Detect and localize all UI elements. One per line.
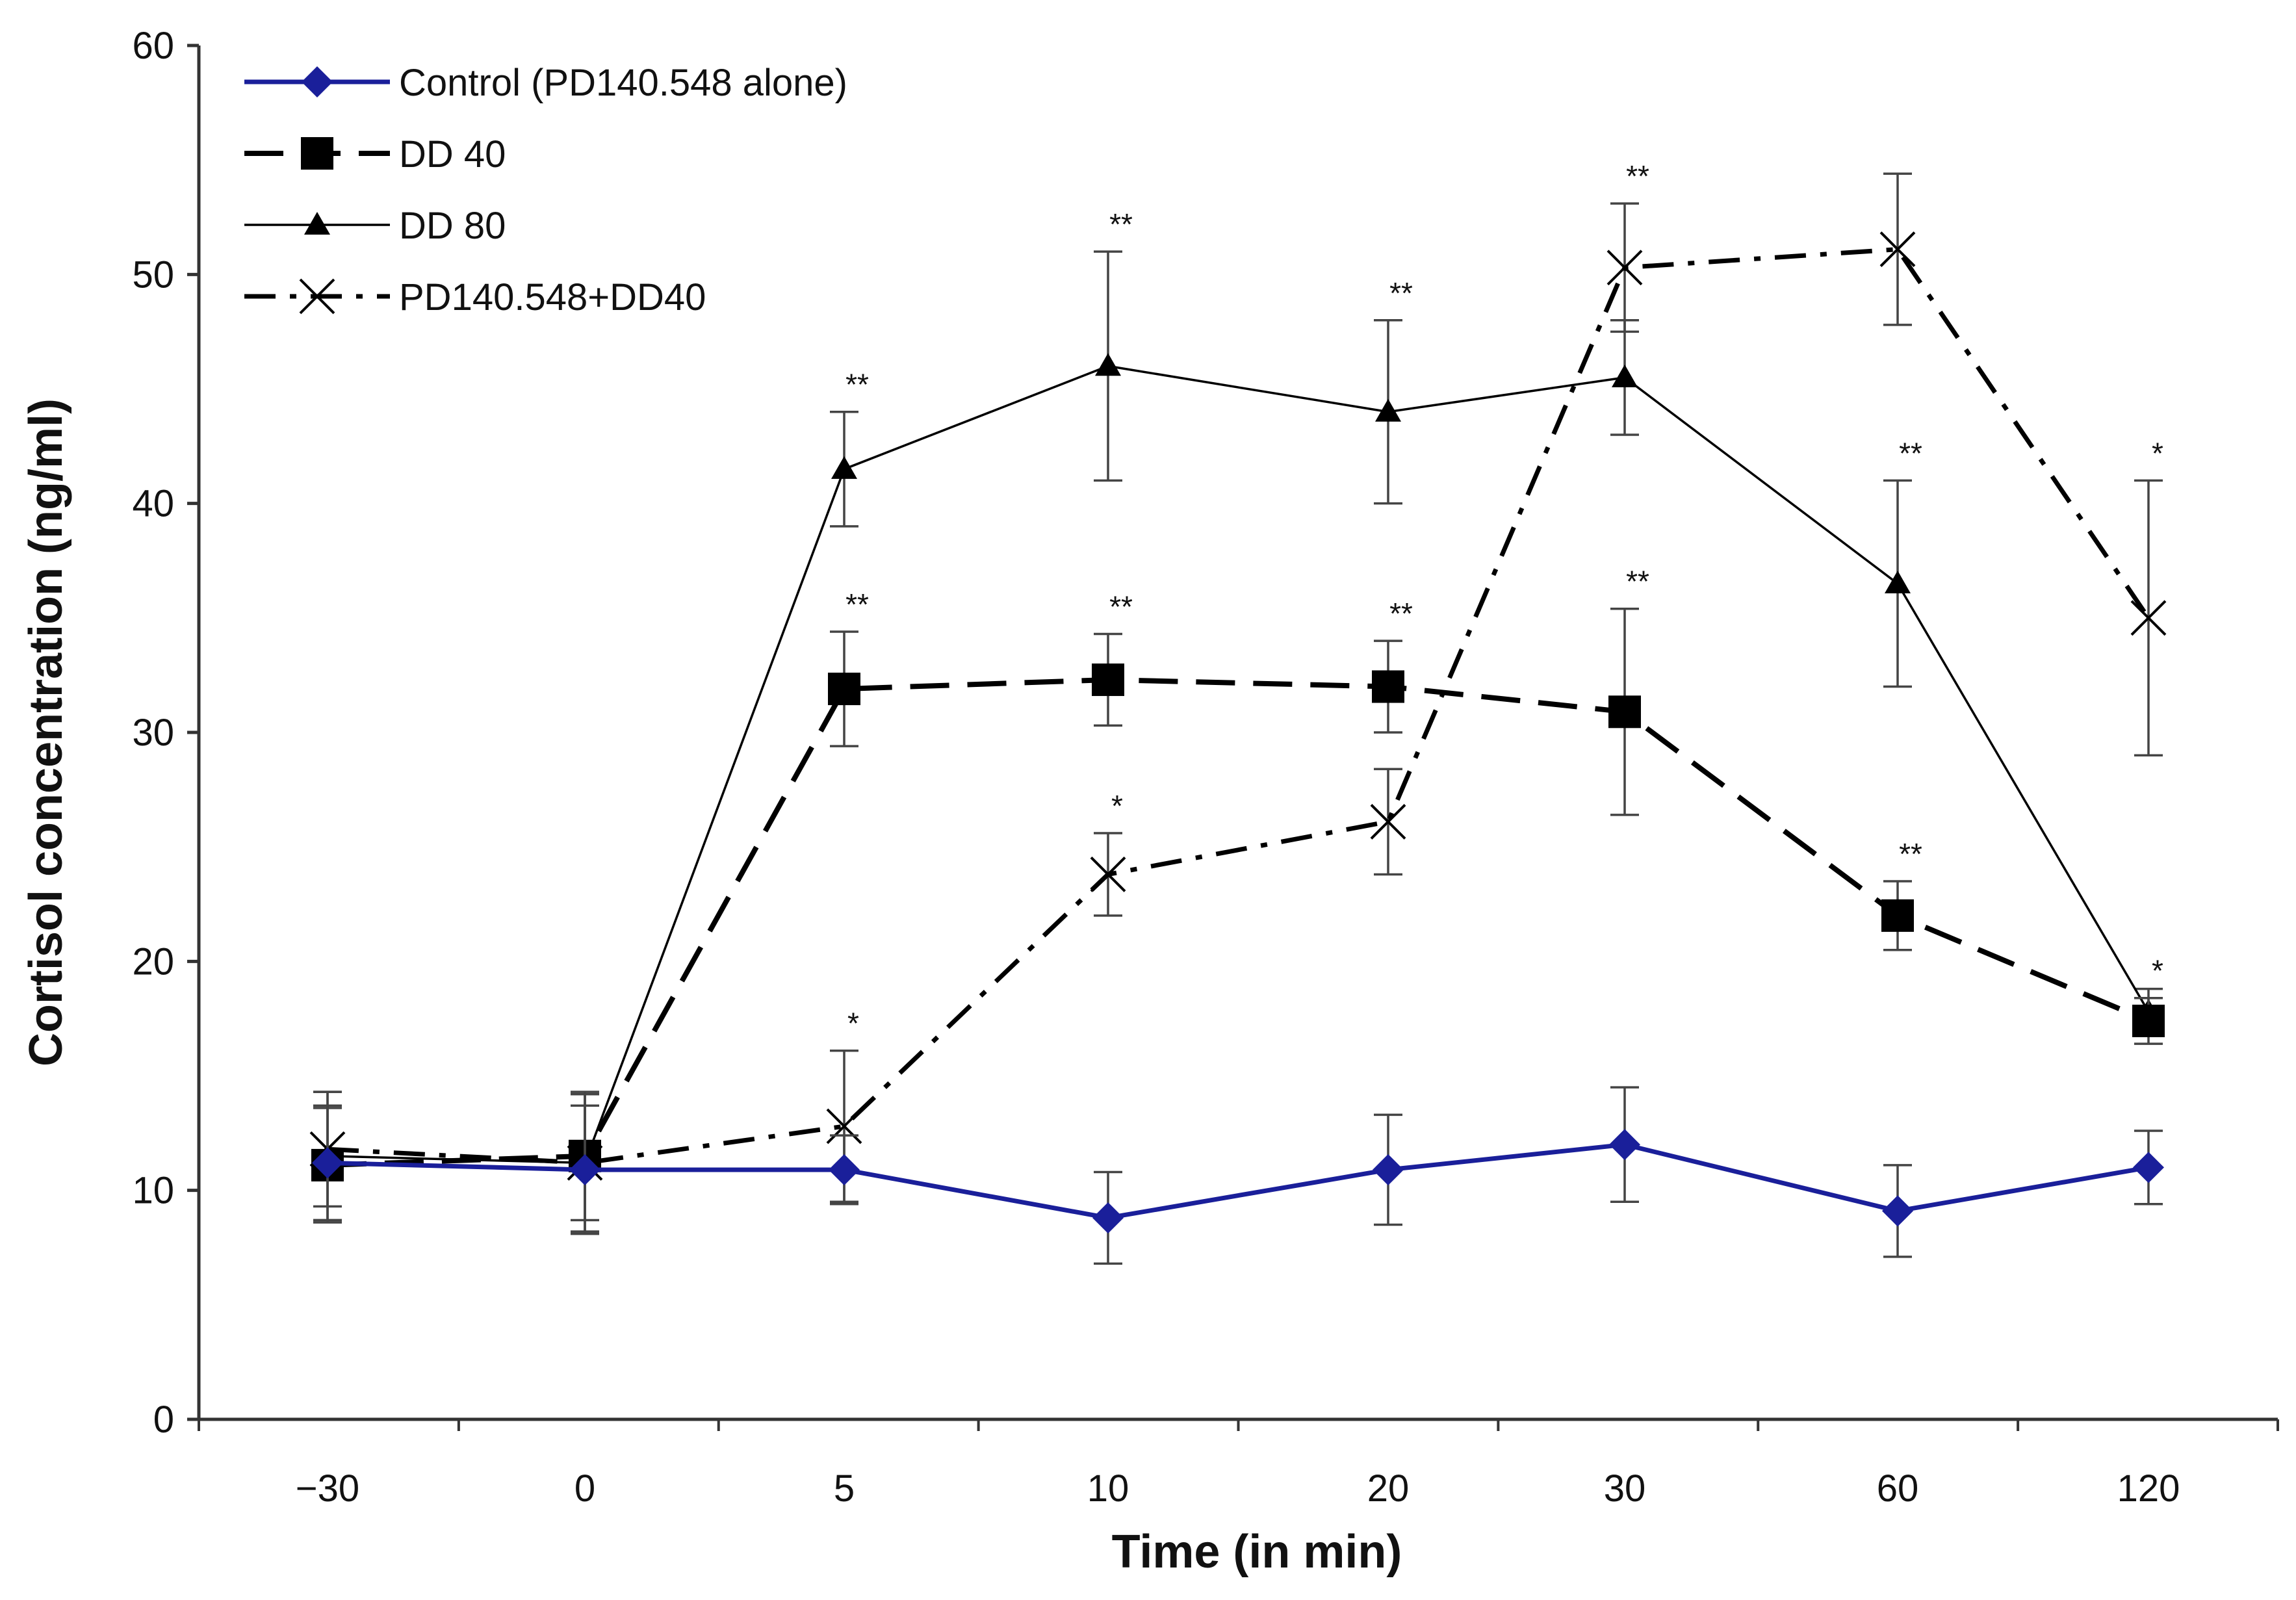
significance-stars: * [2152,954,2163,988]
x-tick-label: −30 [296,1467,359,1510]
x-tick-label: 120 [2117,1467,2180,1510]
y-tick-label: 10 [132,1170,174,1212]
series-line [327,247,2150,1165]
data-point [1882,1195,1913,1227]
legend-entry: DD 40 [244,133,506,175]
legend-marker [299,278,335,315]
data-point [2132,1004,2165,1037]
data-point [2130,600,2167,636]
legend-marker [301,137,333,170]
y-tick-label: 50 [132,253,174,296]
significance-stars: * [1111,789,1123,823]
series-pd140-548-dd40: ***** [309,159,2167,1233]
data-point [569,1154,600,1185]
significance-stars: ** [1626,565,1649,599]
data-point [1092,663,1124,696]
series-line [327,1142,2149,1220]
data-point [2133,1152,2164,1183]
legend: Control (PD140.548 alone) DD 40 DD 80 PD140… [244,62,847,318]
data-point [1879,231,1916,267]
significance-stars: ** [1109,207,1133,241]
legend-marker [304,212,330,235]
x-tick-label: 60 [1877,1467,1919,1510]
y-tick-label: 30 [132,712,174,754]
significance-stars: ** [1109,589,1133,623]
legend-marker [302,66,333,97]
significance-stars: ** [1389,276,1413,310]
x-ticks: −30 0 5 10 20 30 60 120 [198,1419,2279,1510]
axes [197,45,2278,1421]
y-tick-label: 60 [132,25,174,67]
data-point [829,1154,860,1185]
x-tick-label: 10 [1087,1467,1129,1510]
data-point [1885,570,1911,593]
significance-stars: ** [1899,837,1922,871]
x-tick-label: 5 [834,1467,855,1510]
significance-stars: * [847,1007,859,1040]
data-point [1606,250,1643,286]
data-point [1090,857,1126,892]
x-axis-title: Time (in min) [1112,1526,1402,1578]
legend-entry: PD140.548+DD40 [244,276,706,318]
data-point [828,673,860,706]
legend-label: DD 80 [399,205,506,247]
significance-stars: ** [845,587,869,621]
legend-label: PD140.548+DD40 [399,276,706,318]
significance-stars: ** [845,368,869,402]
series-line [327,365,2150,1165]
y-tick-label: 0 [153,1399,174,1441]
data-point [312,1147,343,1179]
x-tick-label: 20 [1367,1467,1410,1510]
data-point [831,456,857,479]
data-point [1370,803,1406,840]
legend-entry: DD 80 [244,205,506,247]
y-tick-label: 40 [132,483,174,525]
significance-stars: ** [1389,597,1413,630]
data-point [1608,695,1641,729]
data-point [1375,398,1401,422]
data-point [1609,1129,1640,1161]
significance-stars: ** [1899,436,1922,470]
significance-stars: * [2152,436,2163,470]
series-control-pd140-548-alone- [312,1086,2164,1265]
data-point [1372,670,1404,703]
series-line [327,677,2150,1168]
data-point [1092,1202,1124,1233]
x-tick-label: 0 [574,1467,595,1510]
series-dd-40: ** ** ******* [311,565,2165,1224]
data-point [1373,1154,1404,1185]
series-dd-80: ******** [313,207,2163,1233]
data-point [826,1108,862,1144]
legend-entry: Control (PD140.548 alone) [244,62,847,104]
legend-label: Control (PD140.548 alone) [399,62,847,104]
x-tick-label: 30 [1604,1467,1646,1510]
data-point [1095,353,1121,376]
significance-stars: ** [1626,159,1649,193]
data-point [1881,899,1914,932]
y-tick-label: 20 [132,940,174,983]
data-point [1612,364,1638,387]
series-layer: ********** ** ************ [309,159,2167,1265]
y-ticks: 0 10 20 30 40 50 60 [132,25,199,1441]
legend-label: DD 40 [399,133,506,175]
y-axis-title: Cortisol concentration (ng/ml) [20,398,72,1066]
